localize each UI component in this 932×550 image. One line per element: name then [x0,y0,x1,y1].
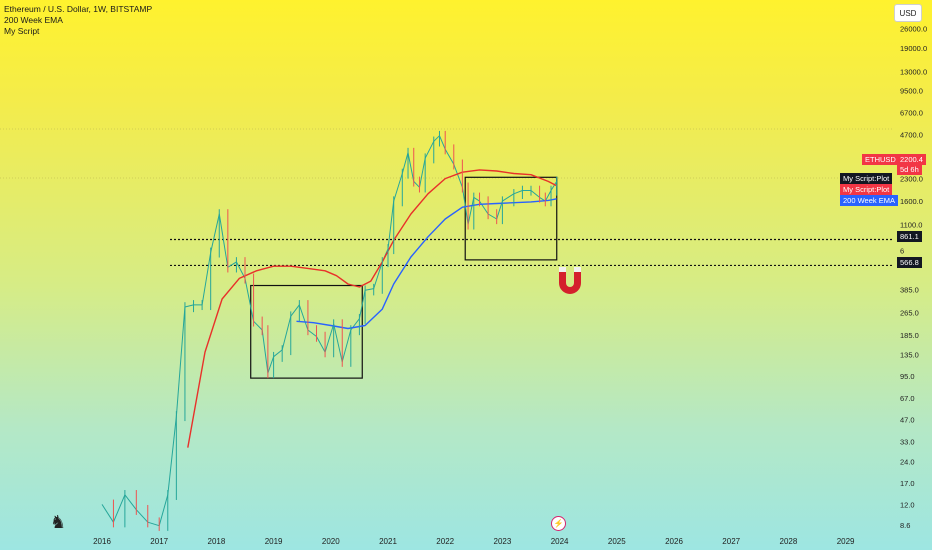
y-tick-label: 9500.0 [900,87,923,96]
y-tick-label: 95.0 [900,372,915,381]
legend-title: Ethereum / U.S. Dollar, 1W, BITSTAMP [4,4,153,14]
magnet-icon[interactable] [555,265,585,297]
legend-script: My Script [4,26,40,36]
x-tick-label: 2021 [379,537,397,546]
y-tick-label: 26000.0 [900,24,927,33]
x-tick-label: 2024 [551,537,569,546]
y-tick-label: 47.0 [900,416,915,425]
y-tick-label: 1100.0 [900,220,922,229]
y-tick-label: 265.0 [900,309,919,318]
y-tick-label: 6 [900,247,904,256]
x-tick-label: 2018 [208,537,226,546]
series-line-1 [187,169,558,448]
y-tick-label: 12.0 [900,500,915,509]
y-tick-label: 8.6 [900,521,910,530]
x-tick-label: 2017 [150,537,168,546]
y-tick-label: 185.0 [900,331,919,340]
x-tick-label: 2020 [322,537,340,546]
x-tick-label: 2023 [494,537,512,546]
y-tick-label: 1600.0 [900,197,923,206]
range-box-0 [250,284,363,379]
y-tick-label: 2300.0 [900,175,923,184]
series-tag-script-black: My Script:Plot [840,173,893,184]
series-line-2 [296,198,557,330]
x-tick-label: 2029 [837,537,855,546]
y-tick-label: 13000.0 [900,67,927,76]
x-tick-label: 2025 [608,537,626,546]
series-tag-script-red: My Script:Plot [840,184,893,195]
currency-button[interactable]: USD [894,4,922,22]
series-line-0 [101,135,558,527]
x-tick-label: 2016 [93,537,111,546]
y-tick-label: 385.0 [900,285,919,294]
series-tag-ema: 200 Week EMA [840,195,898,206]
price-tag-countdown: 5d 6h [897,164,922,175]
y-tick-label: 6700.0 [900,108,923,117]
y-tick-label: 4700.0 [900,130,923,139]
price-tag-symbol: ETHUSD [862,154,899,165]
y-tick-label: 19000.0 [900,44,927,53]
y-tick-label: 24.0 [900,457,915,466]
x-tick-label: 2019 [265,537,283,546]
x-tick-label: 2026 [665,537,683,546]
level-tag-861: 861.1 [897,231,922,242]
bolt-icon[interactable]: ⚡ [551,516,566,531]
legend-ema: 200 Week EMA [4,15,63,25]
y-tick-label: 33.0 [900,438,915,447]
y-tick-label: 67.0 [900,394,915,403]
x-tick-label: 2028 [780,537,798,546]
range-box-1 [464,176,558,261]
y-tick-label: 17.0 [900,479,915,488]
x-tick-label: 2027 [722,537,740,546]
tradingview-logo-icon: ♞ [50,512,67,532]
y-tick-label: 135.0 [900,350,919,359]
chart-legend: Ethereum / U.S. Dollar, 1W, BITSTAMP 200… [4,4,152,37]
level-tag-566: 566.8 [897,257,922,268]
x-tick-label: 2022 [436,537,454,546]
price-tag-value: 2200.4 [897,154,926,165]
